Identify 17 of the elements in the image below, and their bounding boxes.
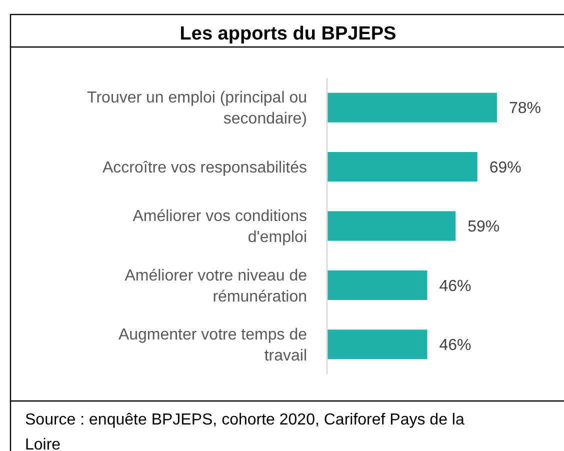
y-tick-label: Trouver un emploi (principal ou secondaire) [87, 90, 307, 128]
data-label: 78% [509, 100, 542, 118]
bar [327, 270, 428, 300]
bar [327, 92, 497, 122]
data-label: 69% [489, 159, 522, 176]
source-note: Source : enquête BPJEPS, cohorte 2020, Cariforef Pays de la Loire [25, 412, 464, 451]
y-tick-label: Accroître vos responsabilités [102, 159, 307, 176]
y-tick-label: Améliorer vos conditions d'emploi [132, 208, 307, 246]
y-tick-label: Augmenter votre temps de travail [118, 326, 308, 364]
bar [327, 152, 478, 182]
data-label: 59% [468, 218, 500, 236]
data-label: 46% [439, 337, 472, 354]
bar [327, 211, 456, 241]
y-tick-label: Améliorer votre niveau de rémunération [124, 267, 308, 306]
chart-title: Les apports du BPJEPS [180, 24, 396, 45]
bar [327, 330, 428, 360]
data-label: 46% [439, 278, 472, 295]
